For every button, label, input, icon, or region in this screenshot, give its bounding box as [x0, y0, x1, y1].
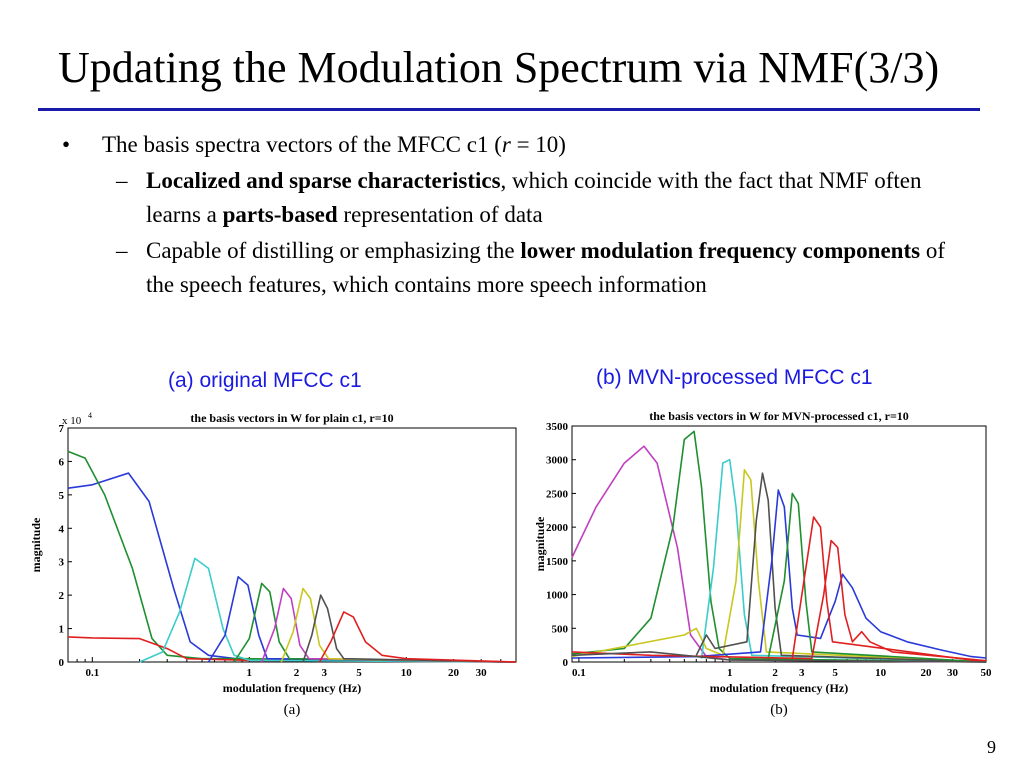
y-tick-label: 0 [59, 657, 65, 669]
y-tick-label: 3500 [546, 421, 569, 433]
sub-bullet-1-text2: representation of data [337, 202, 543, 227]
y-axis-label: magnitude [29, 517, 43, 572]
series-line [571, 430, 987, 663]
y-tick-label: 500 [552, 623, 569, 635]
series-line [139, 557, 517, 663]
series-line [571, 651, 987, 663]
chart-title: the basis vectors in W for plain c1, r=1… [190, 411, 393, 425]
series-line [207, 576, 517, 663]
sub-bullet-2-text1: Capable of distilling or emphasizing the [146, 238, 521, 263]
bullet-list: • The basis spectra vectors of the MFCC … [62, 128, 972, 302]
y-tick-label: 2500 [546, 488, 569, 500]
y-tick-label: 1500 [546, 556, 569, 568]
r-symbol: r [501, 132, 511, 157]
series-line [280, 587, 517, 663]
y-tick-label: 6 [59, 456, 65, 468]
sub-bullet-mark: – [116, 238, 128, 263]
y-multiplier-exponent: 4 [88, 411, 92, 420]
figure-b-caption: (b) MVN-processed MFCC c1 [596, 366, 873, 389]
series-line [791, 516, 987, 663]
x-axis-label: modulation frequency (Hz) [710, 681, 848, 695]
y-multiplier: x 10 [62, 415, 82, 427]
y-tick-label: 3000 [546, 455, 569, 467]
bullet-text-before: The basis spectra vectors of the MFCC c1… [102, 132, 502, 157]
figure-sublabel: (b) [770, 702, 788, 718]
plot-frame [67, 427, 517, 663]
sub-bullet-2: – Capable of distilling or emphasizing t… [62, 234, 972, 302]
x-tick-label: 30 [476, 667, 488, 679]
series-line [700, 458, 987, 663]
series-line [260, 587, 517, 663]
bullet-mark: • [62, 132, 71, 157]
series-line [318, 611, 517, 663]
figure-a-caption: (a) original MFCC c1 [168, 369, 362, 392]
chart-a: the basis vectors in W for plain c1, r=1… [29, 411, 517, 718]
slide-title: Updating the Modulation Spectrum via NMF… [58, 43, 940, 92]
series-line [302, 594, 517, 663]
x-tick-label: 5 [356, 667, 362, 679]
series-line [571, 489, 987, 659]
x-tick-label: 10 [401, 667, 413, 679]
chart-title: the basis vectors in W for MVN-processed… [649, 409, 909, 423]
y-tick-label: 3 [59, 557, 65, 569]
y-tick-label: 1 [59, 624, 65, 636]
series-line [571, 539, 987, 662]
page-number: 9 [987, 737, 996, 757]
sub-bullet-1: – Localized and sparse characteristics, … [62, 164, 972, 232]
y-tick-label: 2 [59, 590, 65, 602]
sub-bullet-mark: – [116, 168, 128, 193]
x-tick-label: 1 [247, 667, 253, 679]
x-tick-label: 0.1 [572, 667, 586, 679]
x-tick-label: 3 [799, 667, 805, 679]
series-line [767, 492, 987, 663]
y-tick-label: 1000 [546, 590, 569, 602]
figure-sublabel: (a) [284, 702, 301, 718]
x-tick-label: 3 [321, 667, 327, 679]
sub-bullet-1-text1: , which coincide with the fact that NMF … [146, 168, 922, 227]
series-line [571, 445, 987, 663]
bullet-text-after: = 10) [510, 132, 566, 157]
plot-frame [571, 425, 987, 663]
y-tick-label: 2000 [546, 522, 569, 534]
x-tick-label: 30 [947, 667, 959, 679]
y-tick-label: 5 [59, 490, 65, 502]
sub-bullet-2-bold: lower modulation frequency components [520, 238, 921, 263]
y-tick-label: 4 [59, 523, 65, 535]
sub-bullet-1-bold: Localized and sparse characteristics [146, 168, 501, 193]
x-tick-label: 2 [772, 667, 778, 679]
y-tick-label: 0 [563, 657, 569, 669]
x-tick-label: 10 [875, 667, 887, 679]
y-axis-label: magnitude [533, 516, 547, 571]
x-tick-label: 1 [727, 667, 733, 679]
series-line [571, 469, 987, 663]
series-line [67, 450, 517, 663]
series-line [695, 472, 987, 663]
x-tick-label: 50 [981, 667, 993, 679]
x-tick-label: 20 [920, 667, 932, 679]
x-tick-label: 5 [832, 667, 838, 679]
x-tick-label: 20 [448, 667, 460, 679]
title-underline [38, 108, 980, 111]
sub-bullet-2-text2: of the speech features, which contains m… [146, 238, 945, 297]
chart-b: the basis vectors in W for MVN-processed… [533, 409, 993, 718]
series-line [233, 582, 517, 663]
x-tick-label: 0.1 [85, 667, 99, 679]
y-tick-label: 7 [59, 423, 65, 435]
sub-bullet-1-bold2: parts-based [222, 202, 338, 227]
bullet-item-1: • The basis spectra vectors of the MFCC … [62, 128, 972, 162]
x-tick-label: 2 [294, 667, 300, 679]
x-axis-label: modulation frequency (Hz) [223, 681, 361, 695]
